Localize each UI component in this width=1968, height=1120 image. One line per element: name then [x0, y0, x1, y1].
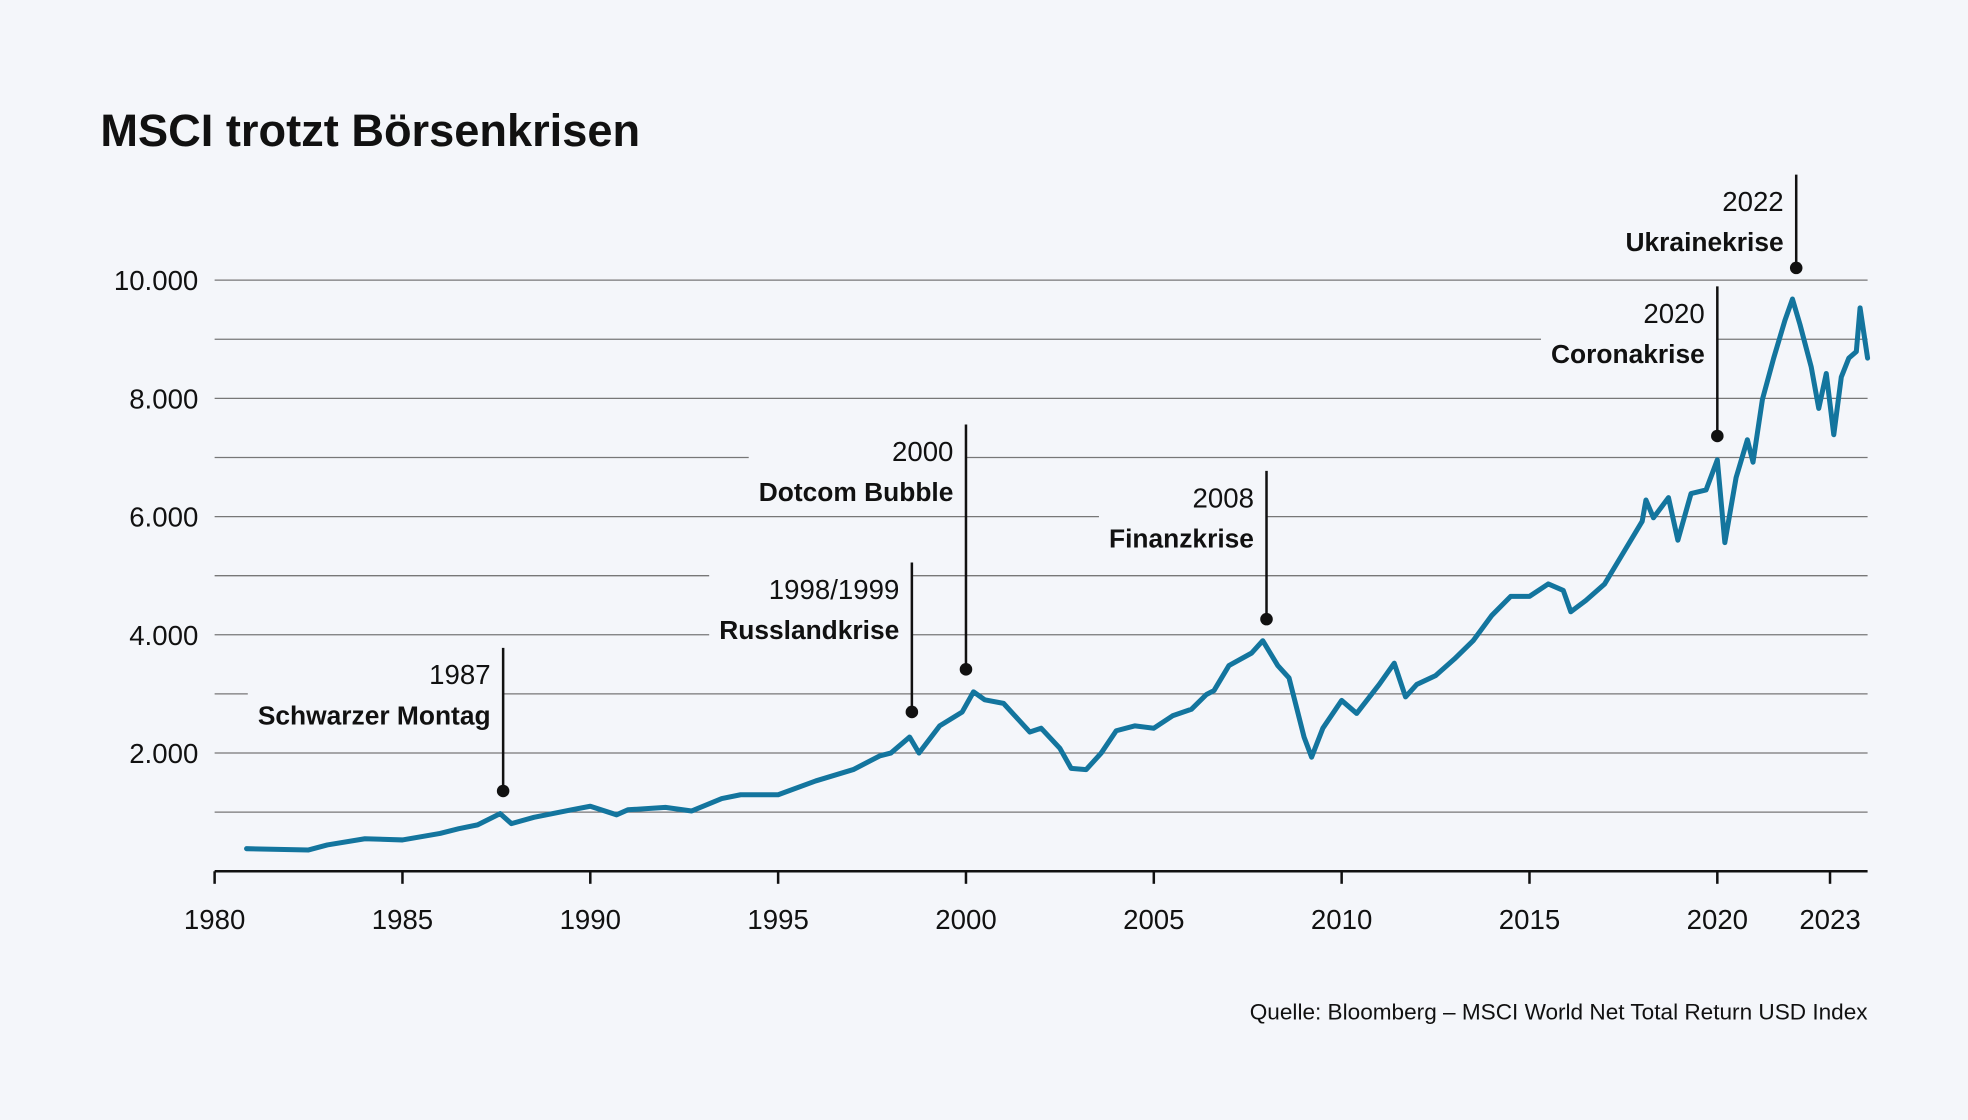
y-tick-label: 6.000 [129, 502, 198, 533]
annotation-year: 2008 [1193, 482, 1254, 513]
annotations: 1987 Schwarzer Montag 1998/1999 Russlandkri… [247, 174, 1803, 798]
data-line [244, 296, 1871, 853]
y-tick-label: 8.000 [129, 383, 198, 414]
x-tick-label: 2005 [1123, 904, 1184, 935]
annotation-dot [1260, 612, 1273, 626]
annotation-label: Russlandkrise [719, 615, 899, 645]
y-tick-label: 4.000 [129, 620, 198, 651]
x-tick-label: 2020 [1687, 904, 1748, 935]
annotation-year: 1987 [429, 659, 490, 690]
x-tick-label: 2015 [1499, 904, 1560, 935]
x-tick-label: 1990 [560, 904, 621, 935]
source-note: Quelle: Bloomberg – MSCI World Net Total… [1250, 999, 1869, 1024]
x-tick-label: 1980 [184, 904, 245, 935]
annotation-dot [1789, 261, 1803, 275]
annotation-dot [496, 784, 510, 798]
annotation-year: 2020 [1643, 298, 1704, 329]
annotation-label: Coronakrise [1551, 339, 1705, 369]
annotation-year: 1998/1999 [769, 574, 900, 605]
x-tick-label: 2000 [935, 904, 996, 935]
x-tick-label: 2023 [1799, 904, 1860, 935]
y-tick-label: 10.000 [114, 265, 198, 296]
x-tick-label: 2010 [1311, 904, 1372, 935]
annotation-year: 2000 [892, 436, 953, 467]
annotation-label: Ukrainekrise [1625, 227, 1783, 257]
chart-title: MSCI trotzt Börsenkrisen [100, 105, 640, 156]
annotation-dot [1711, 429, 1724, 443]
axes: 2.000 4.000 6.000 8.000 10.000 1980 1985 1990 19… [114, 265, 1868, 935]
annotation-background [709, 562, 912, 653]
annotation-background [1540, 286, 1718, 377]
annotation-background [1098, 470, 1267, 562]
annotation-background [247, 647, 504, 739]
annotation-background [748, 424, 966, 515]
x-tick-label: 1985 [372, 904, 433, 935]
annotation-label: Dotcom Bubble [759, 477, 954, 507]
x-tick-label: 1995 [747, 904, 808, 935]
annotation-year: 2022 [1722, 186, 1783, 217]
annotation-dot [959, 663, 973, 676]
annotation-label: Schwarzer Montag [258, 700, 491, 730]
y-tick-label: 2.000 [129, 738, 198, 769]
plot [244, 296, 1871, 853]
annotation-background [1615, 174, 1797, 266]
annotation-label: Finanzkrise [1109, 523, 1254, 553]
annotation-dot [905, 705, 919, 719]
